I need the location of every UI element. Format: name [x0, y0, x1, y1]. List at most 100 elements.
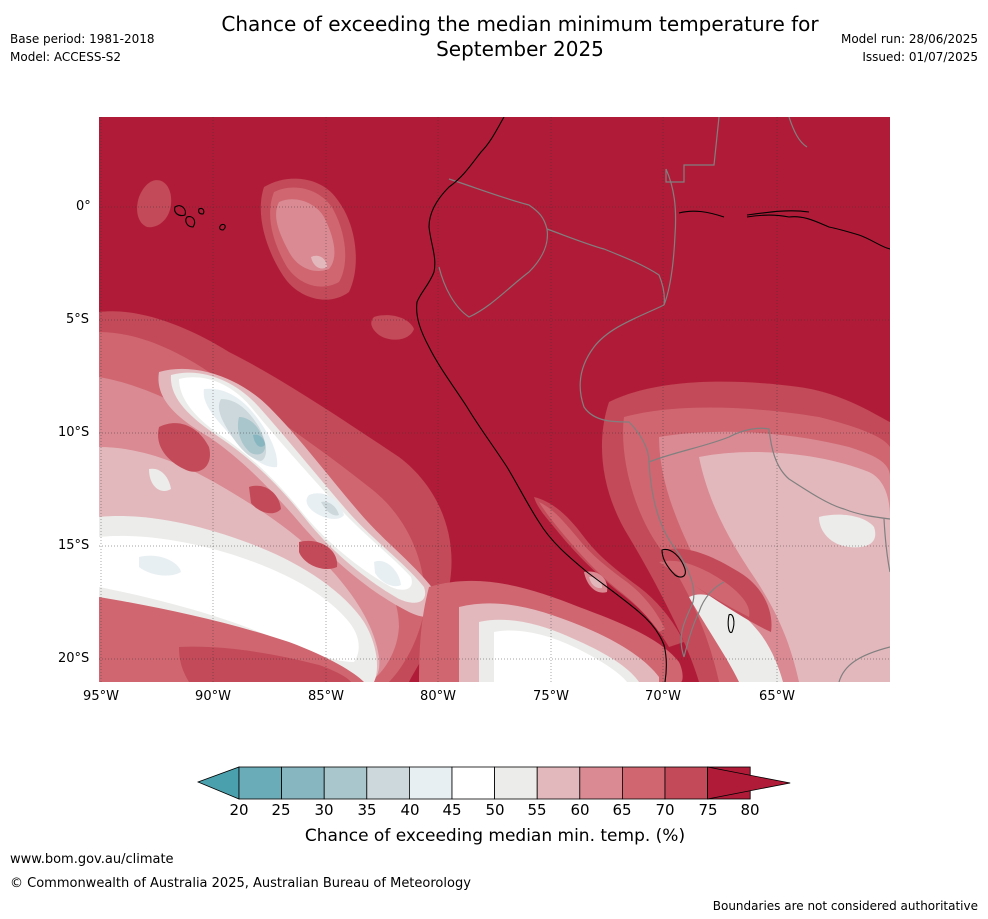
lat-label-20s: 20°S [58, 651, 90, 666]
field-c75-sw-pocket2 [249, 485, 281, 514]
border-colombia-venezuela [665, 117, 720, 183]
border-bolivia-paraguay [883, 518, 890, 573]
map-panel [99, 117, 890, 682]
model-name: Model: ACCESS-S2 [10, 50, 122, 64]
field-c45-diagonal-patch3 [374, 560, 401, 587]
colorbar-segment [323, 766, 368, 800]
lake-titicaca [661, 548, 686, 578]
galapagos-2 [185, 216, 196, 228]
colorbar-tick-30: 30 [314, 801, 334, 819]
border-ecuador-peru [438, 228, 549, 318]
field-c60-land [699, 452, 890, 682]
lon-label-80w: 80°W [420, 689, 456, 704]
colorbar [196, 766, 793, 800]
border-venezuela-brazil [788, 117, 808, 148]
colorbar-tick-40: 40 [400, 801, 420, 819]
lon-label-75w: 75°W [533, 689, 569, 704]
colorbar-extend-low [196, 766, 240, 800]
field-c55-land [689, 594, 783, 682]
coastline-pacific [416, 117, 667, 682]
colorbar-segment [664, 766, 708, 800]
coastline-caribbean [746, 214, 890, 250]
colorbar-extend-high [707, 766, 791, 800]
colorbar-tick-45: 45 [442, 801, 462, 819]
colorbar-segment [238, 766, 282, 800]
footer-copyright: © Commonwealth of Australia 2025, Austra… [10, 876, 471, 891]
map-title: Chance of exceeding the median minimum t… [180, 12, 860, 62]
colorbar-tick-25: 25 [271, 801, 291, 819]
title-line-1: Chance of exceeding the median minimum t… [221, 12, 819, 36]
lat-label-5s: 5°S [66, 312, 90, 327]
colorbar-segment [451, 766, 495, 800]
base-period: Base period: 1981-2018 [10, 32, 155, 46]
field-c55-sw-patch [149, 468, 171, 491]
field-c60-equator-patch [311, 255, 327, 269]
lon-label-85w: 85°W [308, 689, 344, 704]
border-argentina [838, 646, 890, 682]
border-colombia-peru [546, 228, 665, 306]
field-c75-sw-pocket [158, 423, 210, 472]
colorbar-segment [579, 766, 623, 800]
meta-right: Model run: 28/06/2025 Issued: 01/07/2025 [841, 30, 978, 66]
colorbar-graphic [196, 766, 791, 800]
field-c55-land-patch [819, 514, 876, 548]
colorbar-tick-35: 35 [357, 801, 377, 819]
colorbar-segment [494, 766, 538, 800]
model-run: Model run: 28/06/2025 [840, 32, 978, 46]
lon-label-70w: 70°W [645, 689, 681, 704]
galapagos-4 [219, 223, 226, 231]
field-c50-coast-south [494, 630, 627, 682]
colorbar-tick-75: 75 [698, 801, 718, 819]
field-c40-diagonal-patch2 [321, 501, 339, 516]
colorbar-tick-70: 70 [655, 801, 675, 819]
field-c65-equator-blob [276, 199, 335, 272]
colorbar-segment [366, 766, 410, 800]
country-borders [438, 117, 890, 682]
border-peru-bolivia [648, 461, 695, 658]
border-peru-brazil [579, 304, 665, 463]
border-colombia-brazil [663, 168, 677, 306]
footer-disclaimer: Boundaries are not considered authoritat… [712, 899, 978, 913]
lat-label-10s: 10°S [58, 425, 90, 440]
colorbar-tick-80: 80 [740, 801, 760, 819]
field-c70-land-pocket [659, 560, 750, 617]
field-c60-sw-patch [119, 455, 151, 481]
colorbar-tick-20: 20 [229, 801, 249, 819]
colorbar-tick-55: 55 [527, 801, 547, 819]
field-c60-coast-patch [589, 576, 603, 589]
lat-label-15s: 15°S [58, 538, 90, 553]
field-c45-sw-patch [139, 555, 181, 576]
galapagos-3 [198, 207, 205, 215]
coastline [174, 117, 890, 682]
map-canvas [99, 117, 890, 682]
border-chile-bolivia [683, 581, 725, 658]
colorbar-segment [536, 766, 581, 800]
lon-label-95w: 95°W [83, 689, 119, 704]
footer-website[interactable]: www.bom.gov.au/climate [10, 852, 174, 867]
graticule [99, 117, 890, 682]
field-c30-diagonal [253, 434, 265, 447]
issued-date: Issued: 01/07/2025 [862, 50, 978, 64]
field-c75-sw-pocket3 [299, 540, 338, 570]
meta-left: Base period: 1981-2018 Model: ACCESS-S2 [10, 30, 155, 66]
lon-label-90w: 90°W [195, 689, 231, 704]
border-bolivia-brazil [648, 427, 890, 520]
lon-label-65w: 65°W [759, 689, 795, 704]
field-c75-small-west [137, 180, 172, 228]
lake-poopo [727, 613, 735, 634]
colorbar-tick-50: 50 [485, 801, 505, 819]
colorbar-segment [621, 766, 666, 800]
coastline-caribbean-upper [678, 210, 725, 218]
colorbar-tick-65: 65 [612, 801, 632, 819]
coastline-venezuela-north [746, 210, 810, 216]
colorbar-segment [281, 766, 325, 800]
lat-label-0: 0° [76, 199, 91, 214]
colorbar-label: Chance of exceeding median min. temp. (%… [304, 826, 686, 846]
galapagos-1 [174, 205, 186, 217]
colorbar-segment [408, 766, 453, 800]
colorbar-tick-60: 60 [570, 801, 590, 819]
field-c70-coast-strip [539, 502, 665, 632]
border-colombia-ecuador [448, 178, 548, 230]
title-line-2: September 2025 [436, 37, 604, 61]
field-c75-sw-band [179, 646, 351, 682]
